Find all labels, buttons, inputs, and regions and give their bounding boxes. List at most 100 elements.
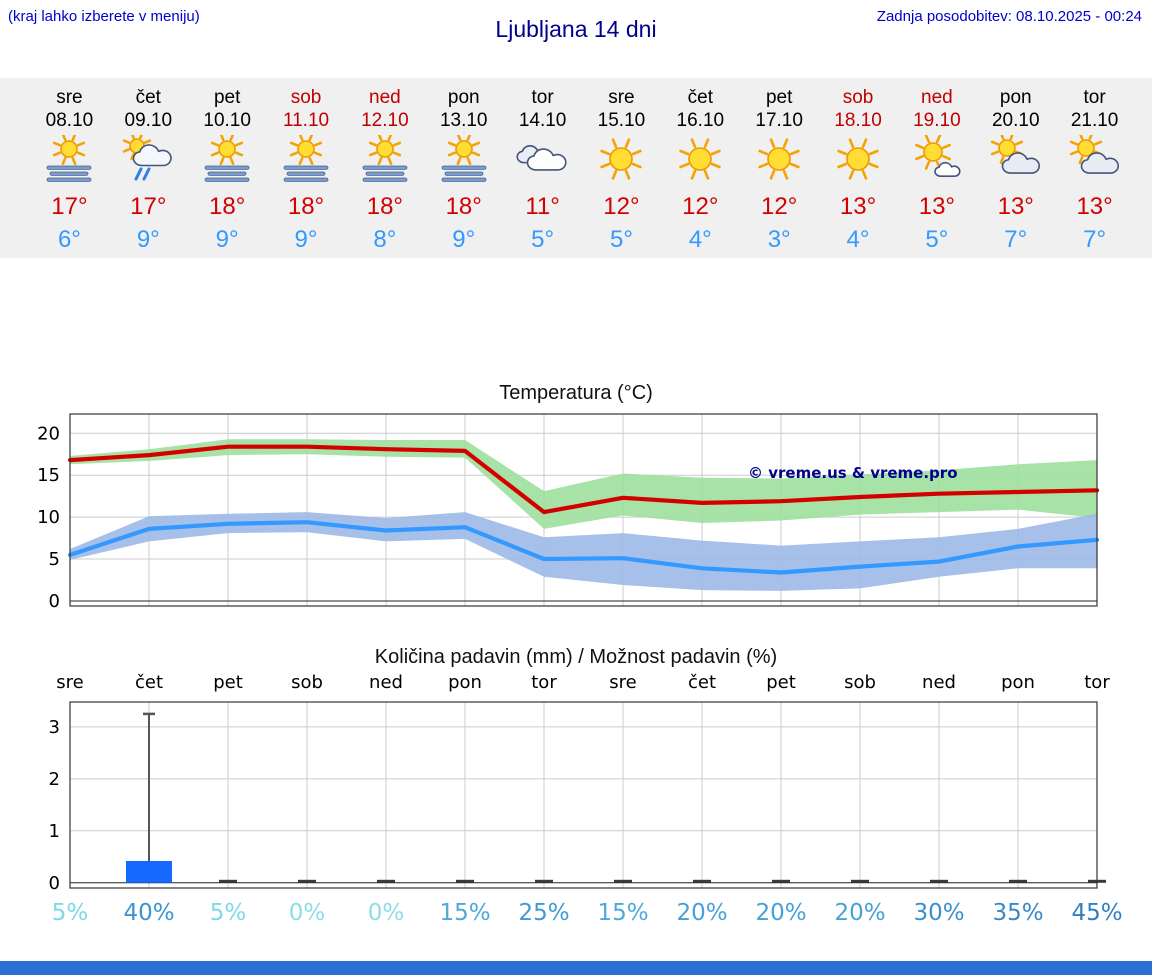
temp-max: 18°	[287, 193, 325, 220]
day-name: čet	[135, 87, 161, 108]
day-date: 18.10	[834, 110, 882, 131]
svg-text:35%: 35%	[992, 900, 1043, 926]
day-name: tor	[1083, 87, 1106, 108]
sun-fog-icon	[30, 132, 109, 185]
temp-min: 9°	[452, 226, 476, 253]
svg-text:5: 5	[49, 549, 60, 570]
temp-max: 12°	[761, 193, 798, 220]
svg-text:40%: 40%	[123, 900, 174, 926]
temp-min: 9°	[215, 226, 239, 253]
temp-max: 13°	[918, 193, 956, 220]
forecast-strip: sre 08.10 17° 6° čet 09.10 17° 9° pet 10.10 18° 9° s…	[0, 78, 1152, 258]
forecast-day-18.10[interactable]: sob 18.10 13° 4°	[819, 86, 898, 253]
day-date: 11.10	[282, 110, 330, 131]
forecast-day-14.10[interactable]: tor 14.10 11° 5°	[503, 86, 582, 253]
svg-text:45%: 45%	[1071, 900, 1122, 926]
svg-text:tor: tor	[531, 672, 557, 693]
day-name: sre	[608, 87, 635, 108]
svg-text:25%: 25%	[518, 900, 569, 926]
day-date: 17.10	[755, 110, 803, 131]
svg-text:sre: sre	[56, 672, 83, 693]
forecast-day-20.10[interactable]: pon 20.10 13° 7°	[976, 86, 1055, 253]
sun-fog-icon	[424, 132, 503, 185]
sun-cloud-icon	[1055, 131, 1134, 185]
svg-text:pon: pon	[448, 672, 482, 693]
forecast-day-13.10[interactable]: pon 13.10 18° 9°	[424, 86, 503, 253]
svg-text:30%: 30%	[913, 900, 964, 926]
sunny-icon	[661, 135, 740, 185]
svg-text:© vreme.us & vreme.pro: © vreme.us & vreme.pro	[748, 464, 958, 482]
temp-max: 13°	[1076, 193, 1113, 220]
svg-text:10: 10	[37, 507, 60, 528]
svg-text:sre: sre	[609, 672, 636, 693]
temp-min: 4°	[688, 226, 712, 253]
forecast-day-12.10[interactable]: ned 12.10 18° 8°	[345, 86, 424, 253]
day-date: 15.10	[597, 110, 646, 131]
temp-max: 18°	[209, 193, 246, 220]
sun-fog-icon	[188, 132, 267, 185]
day-name: čet	[687, 87, 713, 108]
svg-text:čet: čet	[135, 672, 163, 693]
sun-fog-icon	[267, 132, 346, 185]
cloudy-icon	[503, 135, 582, 185]
last-update-text: Zadnja posodobitev: 08.10.2025 - 00:24	[876, 8, 1142, 25]
temp-max: 12°	[682, 193, 719, 220]
forecast-day-09.10[interactable]: čet 09.10 17° 9°	[109, 86, 188, 253]
temperature-chart: 0 5 10 15 20 © vreme.us & vreme.pro	[37, 413, 1100, 612]
forecast-day-10.10[interactable]: pet 10.10 18° 9°	[188, 86, 267, 253]
svg-text:0%: 0%	[368, 900, 405, 926]
temp-max: 12°	[603, 193, 640, 220]
forecast-day-21.10[interactable]: tor 21.10 13° 7°	[1055, 86, 1134, 253]
svg-text:pon: pon	[1001, 672, 1035, 693]
svg-text:0%: 0%	[289, 900, 326, 926]
menu-hint[interactable]: (kraj lahko izberete v meniju)	[8, 8, 200, 25]
temp-min: 7°	[1004, 226, 1028, 253]
temp-min: 6°	[57, 226, 81, 253]
forecast-day-11.10[interactable]: sob 11.10 18° 9°	[267, 86, 346, 253]
svg-text:5%: 5%	[210, 900, 247, 926]
temp-max: 11°	[525, 193, 560, 220]
forecast-day-19.10[interactable]: ned 19.10 13° 5°	[897, 86, 976, 253]
footer-bar	[0, 961, 1152, 975]
svg-text:sob: sob	[844, 672, 876, 693]
sun-fog-icon	[345, 132, 424, 185]
day-name: pon	[447, 87, 480, 108]
forecast-day-08.10[interactable]: sre 08.10 17° 6°	[30, 86, 109, 253]
svg-text:ned: ned	[922, 672, 956, 693]
day-date: 14.10	[518, 110, 567, 131]
svg-text:20%: 20%	[834, 900, 885, 926]
day-name: sob	[842, 87, 874, 108]
day-date: 13.10	[439, 110, 488, 131]
svg-text:3: 3	[49, 717, 60, 738]
svg-text:15: 15	[37, 465, 60, 486]
temp-min: 4°	[846, 226, 870, 253]
svg-text:20%: 20%	[755, 900, 806, 926]
svg-text:0: 0	[49, 873, 60, 894]
day-date: 16.10	[676, 110, 725, 131]
temp-min: 5°	[609, 226, 633, 253]
day-date: 08.10	[45, 110, 94, 131]
svg-text:15%: 15%	[597, 900, 648, 926]
page-title: Ljubljana 14 dni	[495, 16, 657, 42]
forecast-day-15.10[interactable]: sre 15.10 12° 5°	[582, 86, 661, 253]
day-date: 20.10	[991, 110, 1040, 131]
svg-text:sob: sob	[291, 672, 323, 693]
svg-text:ned: ned	[369, 672, 403, 693]
temperature-section: Temperatura (°C) 0 5 10 15 20 © vreme.us & vr…	[0, 380, 1152, 620]
day-name: tor	[531, 87, 554, 108]
precipitation-chart: sre čet pet sob ned pon tor sre čet pet sob ned pon t…	[49, 672, 1123, 926]
temp-min: 8°	[373, 226, 397, 253]
temperature-chart-title: Temperatura (°C)	[499, 382, 653, 404]
sunny-icon	[582, 135, 661, 185]
sun-cloud-rain-icon	[109, 131, 188, 185]
temp-max: 13°	[997, 193, 1034, 220]
day-name: ned	[369, 87, 401, 108]
temp-max: 18°	[366, 193, 404, 220]
forecast-day-16.10[interactable]: čet 16.10 12° 4°	[661, 86, 740, 253]
svg-text:pet: pet	[213, 672, 243, 693]
precipitation-chart-title: Količina padavin (mm) / Možnost padavin …	[374, 646, 778, 668]
svg-text:pet: pet	[766, 672, 796, 693]
forecast-day-17.10[interactable]: pet 17.10 12° 3°	[740, 86, 819, 253]
day-date: 10.10	[203, 110, 251, 131]
